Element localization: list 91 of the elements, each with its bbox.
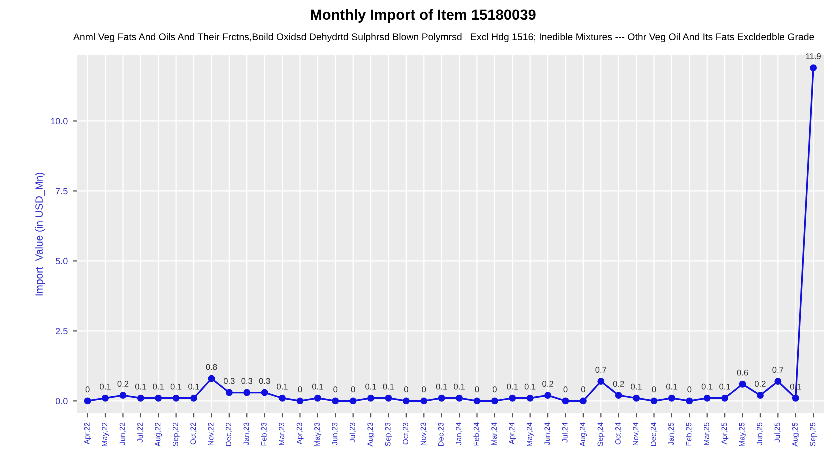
y-tick-label: 2.5 bbox=[56, 328, 68, 335]
data-label: 0.1 bbox=[135, 384, 146, 390]
data-label: 0.2 bbox=[613, 381, 624, 387]
chart-subtitle: Anml Veg Fats And Oils And Their Frctns,Boild Oxidsd Dehydrtd Sulphrsd Blown Polymrsd Excl Hdg 1516; Inedible Mixtures --- Othr Veg Oil And Its Fats Excldedble Grade bbox=[73, 33, 814, 42]
point bbox=[137, 394, 144, 402]
data-label: 0.2 bbox=[755, 381, 766, 387]
data-label: 0.3 bbox=[224, 378, 235, 384]
point bbox=[526, 394, 534, 402]
data-label: 0.2 bbox=[118, 381, 129, 387]
point bbox=[774, 378, 782, 386]
y-tick-label: 7.5 bbox=[56, 188, 68, 195]
point bbox=[633, 394, 640, 402]
point bbox=[402, 398, 410, 405]
point bbox=[190, 394, 198, 402]
point bbox=[368, 394, 375, 402]
point bbox=[120, 392, 127, 400]
point bbox=[544, 392, 552, 400]
data-label: 0 bbox=[492, 386, 497, 393]
point bbox=[350, 398, 357, 405]
point bbox=[491, 398, 498, 405]
point bbox=[686, 398, 694, 405]
point bbox=[650, 398, 658, 405]
data-label: 0.1 bbox=[312, 384, 324, 390]
point bbox=[155, 394, 162, 402]
data-label: 0.1 bbox=[188, 384, 200, 390]
chart-title: Monthly Import of Item 15180039 bbox=[311, 9, 536, 23]
point bbox=[509, 394, 516, 402]
data-label: 0 bbox=[404, 386, 408, 393]
point bbox=[756, 392, 764, 400]
point bbox=[244, 389, 251, 396]
data-label: 0.2 bbox=[542, 381, 554, 387]
data-label: 0.8 bbox=[206, 364, 218, 370]
point bbox=[332, 398, 340, 405]
point bbox=[420, 398, 428, 405]
point bbox=[474, 398, 481, 405]
data-label: 0.1 bbox=[702, 384, 713, 390]
y-tick-label: 0.0 bbox=[56, 398, 68, 405]
point bbox=[84, 398, 92, 405]
point bbox=[810, 64, 818, 72]
point bbox=[279, 394, 286, 402]
data-label: 0.1 bbox=[524, 384, 536, 390]
point bbox=[314, 394, 322, 402]
point bbox=[456, 394, 464, 402]
data-label: 0 bbox=[351, 386, 356, 393]
point bbox=[562, 398, 570, 405]
data-label: 0.7 bbox=[772, 367, 784, 373]
point bbox=[226, 389, 233, 396]
data-label: 0.7 bbox=[596, 367, 607, 373]
data-label: 0 bbox=[422, 386, 426, 393]
data-label: 0.1 bbox=[383, 384, 394, 390]
data-label: 0.6 bbox=[737, 370, 748, 376]
data-label: 0 bbox=[581, 386, 586, 393]
data-label: 0.1 bbox=[153, 384, 164, 390]
point bbox=[615, 392, 622, 400]
data-label: 0.1 bbox=[277, 384, 288, 390]
point bbox=[172, 394, 180, 402]
point bbox=[598, 378, 605, 386]
point bbox=[580, 398, 587, 405]
data-label: 0 bbox=[334, 386, 338, 393]
data-label: 0.1 bbox=[170, 384, 182, 390]
data-label: 0 bbox=[688, 386, 692, 393]
data-label: 0.1 bbox=[631, 384, 642, 390]
data-label: 0.1 bbox=[366, 384, 376, 390]
data-label: 0.3 bbox=[242, 378, 253, 384]
data-label: 0 bbox=[475, 386, 480, 393]
y-tick-label: 10.0 bbox=[51, 118, 68, 125]
point bbox=[296, 398, 304, 405]
data-label: 0.1 bbox=[454, 384, 465, 390]
data-label: 0 bbox=[298, 386, 302, 393]
point bbox=[385, 394, 392, 402]
point bbox=[208, 375, 216, 382]
data-label: 0.3 bbox=[259, 378, 270, 384]
data-label: 0 bbox=[564, 386, 568, 393]
data-label: 0.1 bbox=[436, 384, 448, 390]
data-label: 11.9 bbox=[806, 54, 821, 60]
point bbox=[438, 394, 446, 402]
point bbox=[102, 394, 109, 402]
data-label: 0 bbox=[86, 386, 90, 393]
data-label: 0.1 bbox=[666, 384, 678, 390]
y-axis-title: Import Value (in USD_Mn) bbox=[35, 172, 46, 296]
point bbox=[261, 389, 268, 396]
data-label: 0 bbox=[652, 386, 656, 393]
data-label: 0.1 bbox=[507, 384, 518, 390]
data-label: 0.1 bbox=[720, 384, 730, 390]
point bbox=[722, 394, 729, 402]
point bbox=[668, 394, 676, 402]
data-label: 0.1 bbox=[100, 384, 111, 390]
point bbox=[739, 380, 746, 388]
point bbox=[792, 394, 800, 402]
y-tick-label: 5.0 bbox=[56, 258, 68, 265]
point bbox=[704, 394, 711, 402]
